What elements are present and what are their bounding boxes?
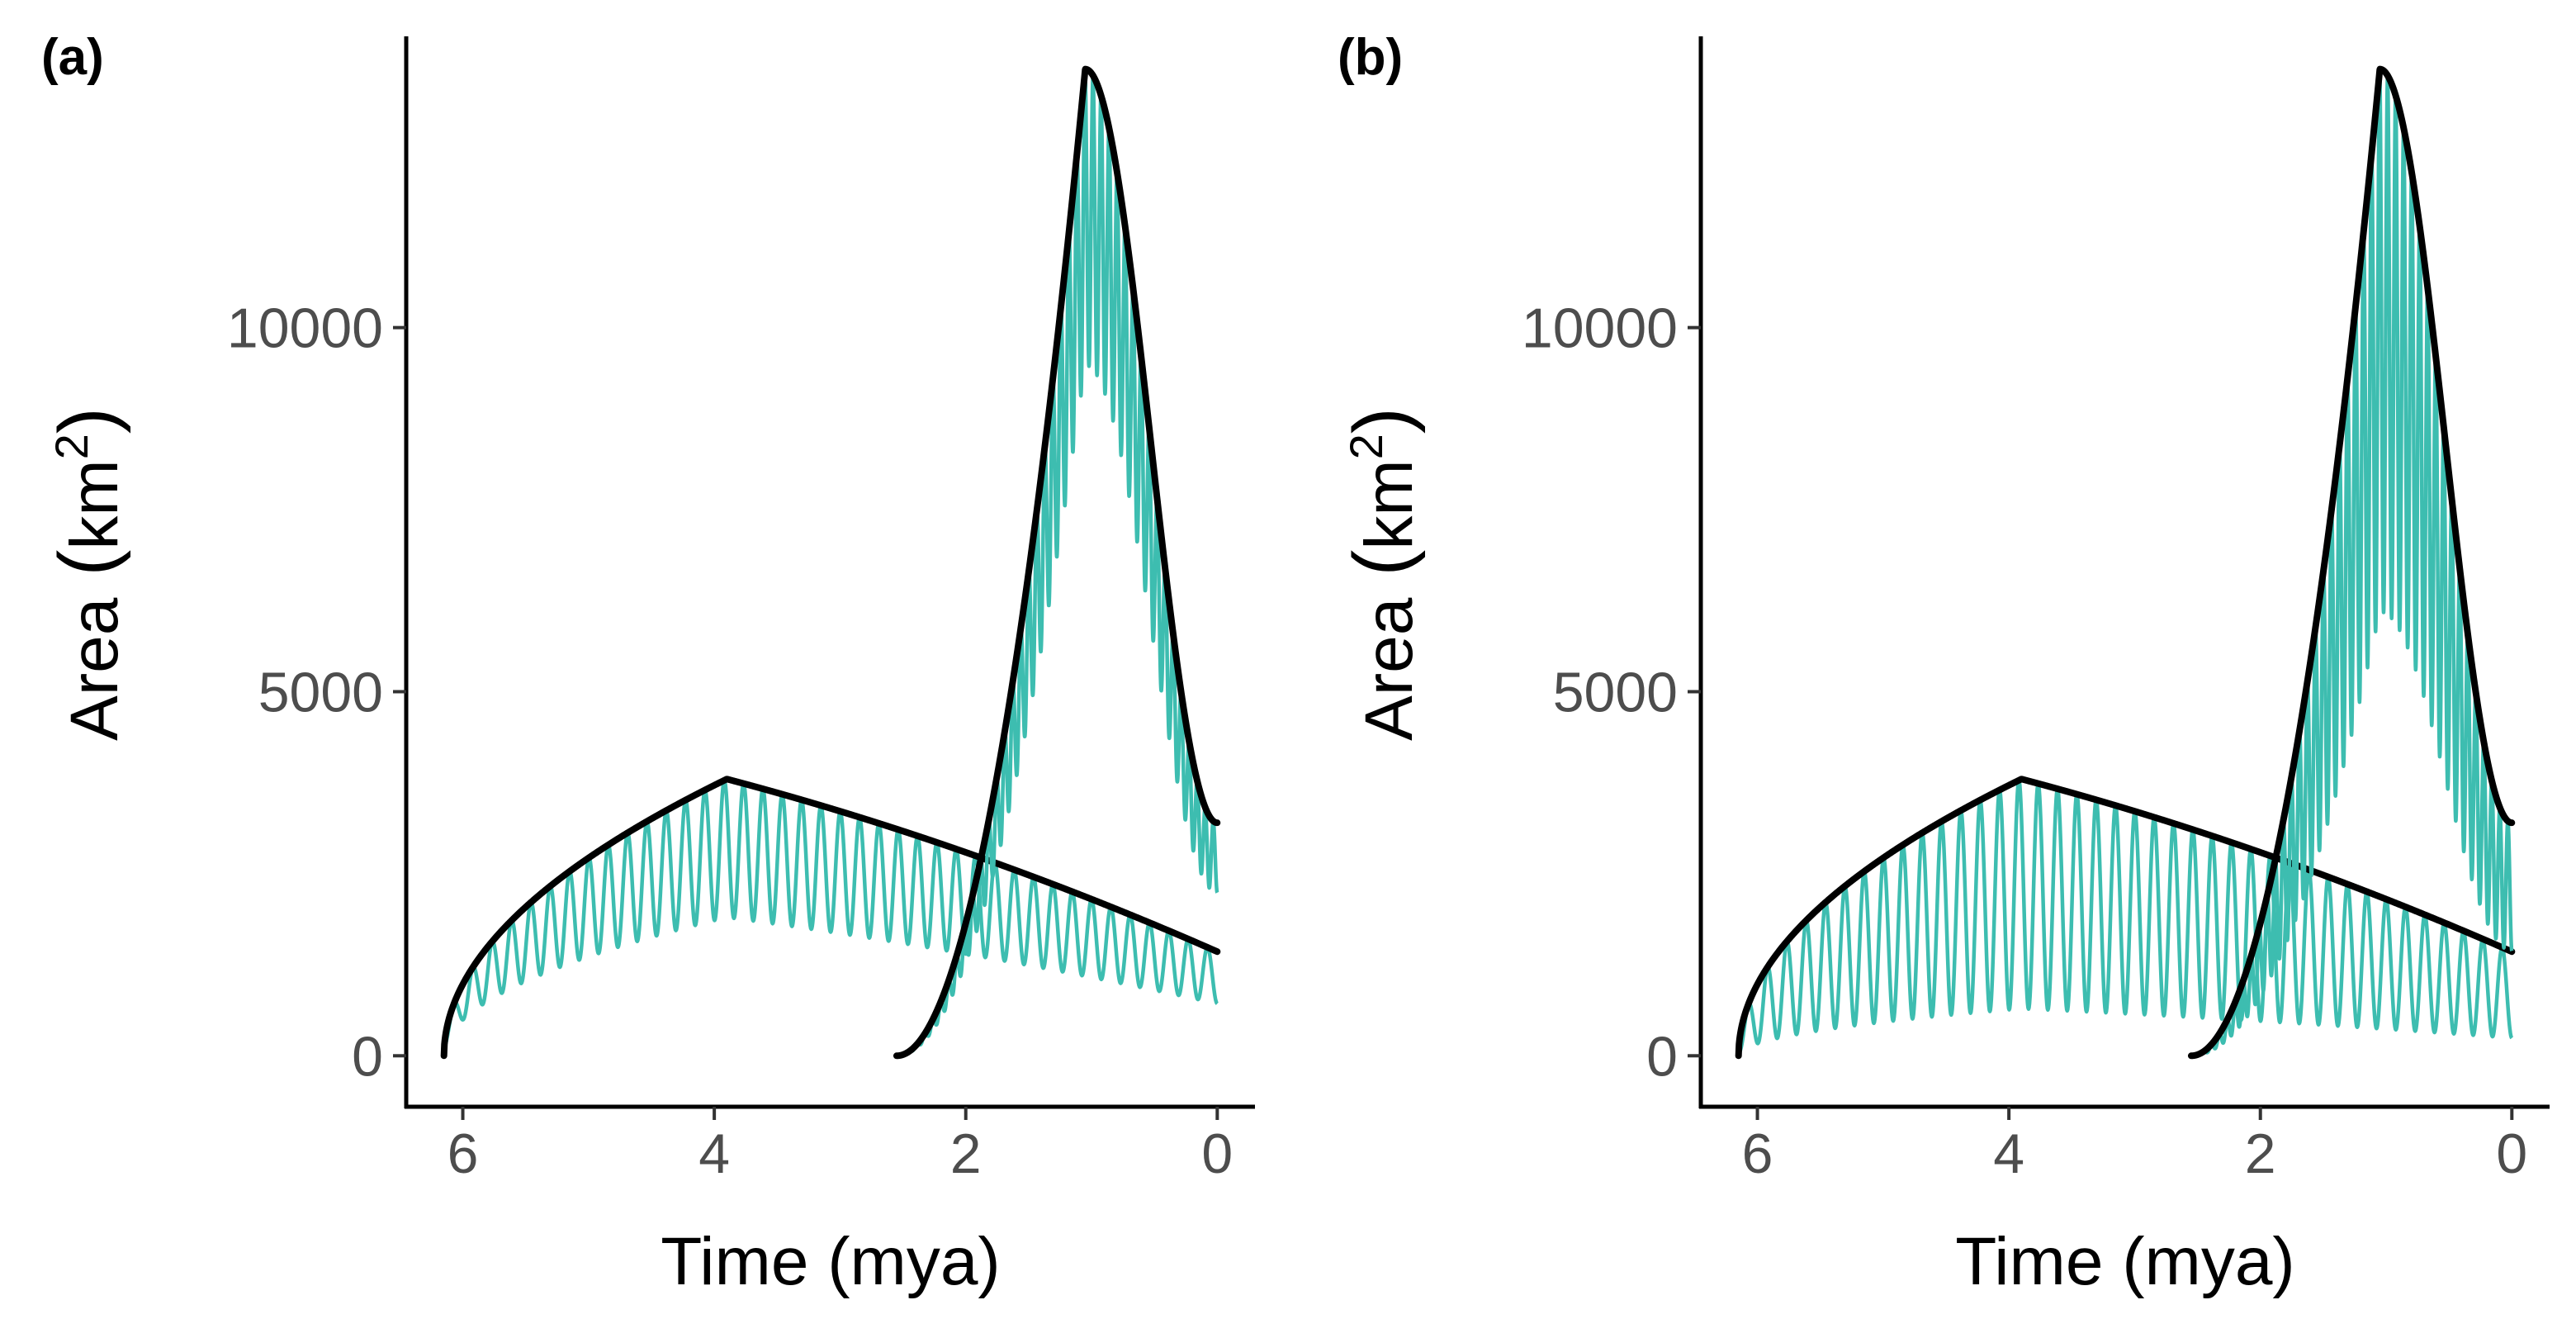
- panel-a-y-tick-label: 5000: [258, 661, 383, 724]
- panel-b-island-2-envelope-line: [2187, 65, 2516, 1060]
- panel-a-y-tick-label: 10000: [227, 297, 383, 360]
- panel-b-y-axis-title-sup: 2: [1340, 434, 1392, 459]
- panel-a-y-axis-title-text: Area: [57, 597, 132, 741]
- panel-a-y-axis-title-sup: 2: [45, 434, 97, 459]
- panel-b-x-tick-label: 2: [2245, 1122, 2276, 1185]
- panel-a-x-tick-label: 6: [447, 1122, 479, 1185]
- panel-a-y-tick-label: 0: [352, 1025, 383, 1088]
- panel-a-x-tick-label: 4: [698, 1122, 730, 1185]
- panel-b-plot-area: [1735, 65, 2516, 1060]
- panel-b-x-tick-label: 0: [2496, 1122, 2527, 1185]
- panel-b-island-1-envelope-line: [1735, 776, 2516, 1060]
- panel-a-island-2-envelope-line: [893, 65, 1221, 1060]
- panel-b-ticks: 6 4 2 0 0 5000 10000: [1522, 297, 2527, 1185]
- panel-a-x-tick-label: 0: [1201, 1122, 1233, 1185]
- panel-a-x-tick-label: 2: [950, 1122, 982, 1185]
- panel-a-ticks: 6 4 2 0 0 5000 10000: [227, 297, 1233, 1185]
- panel-b-x-tick-label: 4: [1993, 1122, 2024, 1185]
- panel-b-island-2-oscillating-area-line: [2189, 69, 2514, 1058]
- panel-a-y-axis-title: Area(km2): [43, 407, 132, 741]
- panel-b-y-axis-title: Area(km2): [1338, 407, 1427, 741]
- panel-a-label: (a): [41, 29, 104, 86]
- panel-b-y-axis-title-unit: km: [1352, 459, 1427, 549]
- panel-b-y-tick-label: 10000: [1522, 297, 1678, 360]
- panel-b-y-tick-label: 0: [1646, 1025, 1678, 1088]
- panel-b-x-axis-title: Time (mya): [1955, 1224, 2294, 1299]
- panel-b-label: (b): [1338, 29, 1403, 86]
- panel-b-y-axis-title-text: Area: [1352, 597, 1427, 741]
- panel-a: (a) 6 4 2 0 0 5000 10000 Time (mya) Area(km2): [41, 29, 1255, 1299]
- panel-a-island-1-oscillating-area-line: [442, 778, 1219, 1056]
- panel-b-island-1-oscillating-area-line: [1736, 778, 2514, 1056]
- panel-b: (b) 6 4 2 0 0 5000 10000 Time (mya) Area(km2): [1338, 29, 2550, 1299]
- panel-b-x-tick-label: 6: [1742, 1122, 1773, 1185]
- panel-a-y-axis-title-unit: km: [57, 459, 132, 549]
- panel-a-plot-area: [440, 65, 1221, 1060]
- panel-a-x-axis-title: Time (mya): [661, 1224, 1000, 1299]
- panel-b-y-tick-label: 5000: [1553, 661, 1678, 724]
- panel-a-island-1-envelope-line: [440, 776, 1221, 1060]
